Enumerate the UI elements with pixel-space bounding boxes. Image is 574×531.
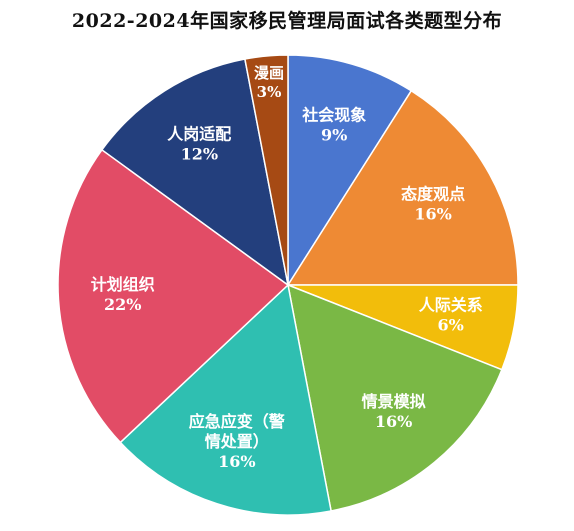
slice-name-label: 情处置）: [205, 432, 269, 451]
pie-slice-4: [119, 283, 332, 516]
slice-value-label: 16%: [375, 412, 412, 431]
chart-title: 2022-2024年国家移民管理局面试各类题型分布: [71, 10, 503, 32]
slice-name-label: 社会现象: [301, 106, 366, 125]
slice-name-label: 人际关系: [419, 296, 483, 315]
pie-slice-1: [286, 89, 519, 286]
slice-name-label: 人岗适配: [167, 125, 231, 144]
slice-name-label: 计划组织: [91, 275, 155, 294]
slice-name-label: 漫画: [254, 64, 284, 82]
pie-slice-5: [57, 148, 290, 444]
slice-value-label: 6%: [438, 316, 464, 335]
slice-value-label: 3%: [257, 83, 282, 101]
slice-value-label: 16%: [414, 205, 451, 224]
slice-value-label: 9%: [321, 126, 347, 145]
slice-name-label: 应急应变（警: [189, 412, 285, 431]
slice-value-label: 22%: [104, 295, 141, 314]
slice-value-label: 16%: [218, 452, 255, 471]
slice-name-label: 情景模拟: [362, 392, 426, 411]
pie-slice-3: [287, 283, 503, 512]
pie-slice-7: [244, 54, 289, 286]
pie-slice-0: [287, 54, 413, 288]
slice-value-label: 12%: [181, 145, 218, 164]
pie-slice-6: [100, 58, 290, 287]
slice-name-label: 态度观点: [401, 185, 465, 204]
